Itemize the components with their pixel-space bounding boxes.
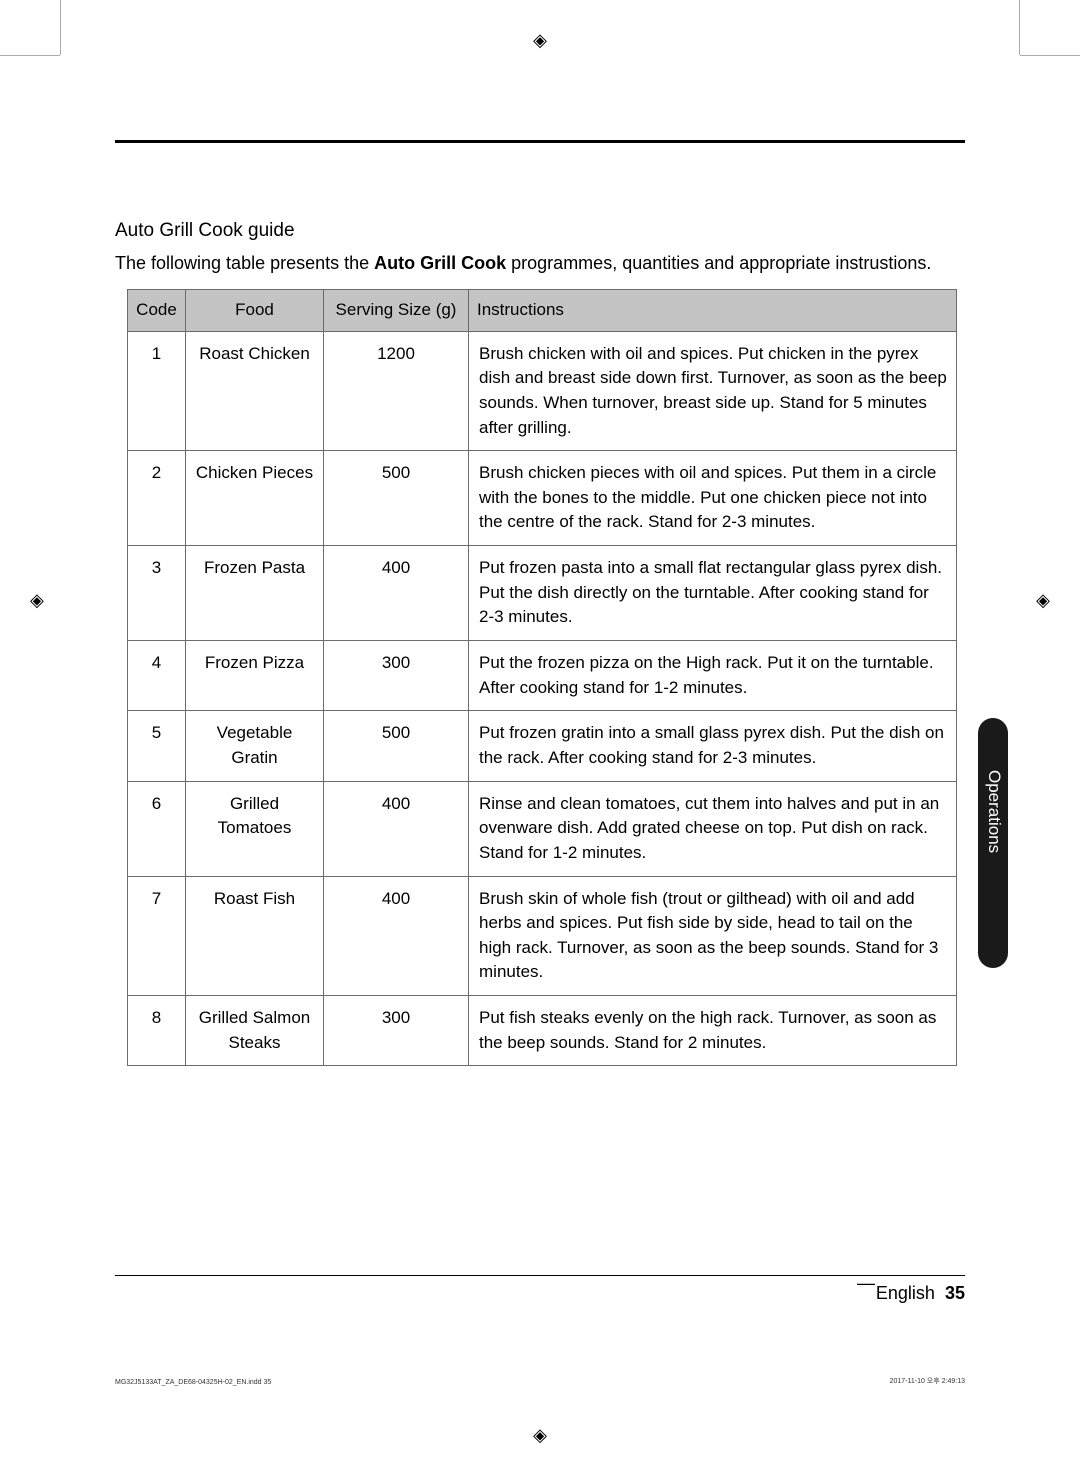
crop-mark-icon: ◈ [533, 30, 547, 51]
footer-dash: — [857, 1273, 875, 1294]
footer: English 35 [876, 1283, 965, 1304]
cell-instructions: Brush skin of whole fish (trout or gilth… [469, 876, 957, 996]
cell-food: Frozen Pizza [186, 641, 324, 711]
header-size: Serving Size (g) [324, 290, 469, 332]
table-row: 5 Vegetable Gratin 500 Put frozen gratin… [128, 711, 957, 781]
table-row: 3 Frozen Pasta 400 Put frozen pasta into… [128, 546, 957, 641]
footer-rule [115, 1275, 965, 1276]
cell-size: 300 [324, 996, 469, 1066]
cell-code: 5 [128, 711, 186, 781]
cell-size: 500 [324, 711, 469, 781]
cell-instructions: Put the frozen pizza on the High rack. P… [469, 641, 957, 711]
table-row: 4 Frozen Pizza 300 Put the frozen pizza … [128, 641, 957, 711]
cell-size: 400 [324, 876, 469, 996]
cell-food: Chicken Pieces [186, 451, 324, 546]
cell-code: 7 [128, 876, 186, 996]
table-row: 8 Grilled Salmon Steaks 300 Put fish ste… [128, 996, 957, 1066]
table-row: 2 Chicken Pieces 500 Brush chicken piece… [128, 451, 957, 546]
cell-food: Roast Chicken [186, 331, 324, 451]
cell-instructions: Brush chicken with oil and spices. Put c… [469, 331, 957, 451]
cell-code: 4 [128, 641, 186, 711]
cell-size: 400 [324, 781, 469, 876]
crop-mark-line [1019, 0, 1020, 55]
crop-mark-line [60, 0, 61, 55]
cell-food: Roast Fish [186, 876, 324, 996]
cell-food: Frozen Pasta [186, 546, 324, 641]
cook-guide-table: Code Food Serving Size (g) Instructions … [127, 289, 957, 1066]
print-info-filename: MG32J5133AT_ZA_DE68-04325H-02_EN.indd 35 [115, 1379, 271, 1386]
cell-size: 500 [324, 451, 469, 546]
crop-mark-icon: ◈ [533, 1425, 547, 1446]
table-row: 6 Grilled Tomatoes 400 Rinse and clean t… [128, 781, 957, 876]
section-title: Auto Grill Cook guide [115, 220, 965, 242]
cell-code: 3 [128, 546, 186, 641]
cell-instructions: Put fish steaks evenly on the high rack.… [469, 996, 957, 1066]
cell-instructions: Brush chicken pieces with oil and spices… [469, 451, 957, 546]
intro-text-pre: The following table presents the [115, 253, 374, 273]
cell-code: 8 [128, 996, 186, 1066]
table-row: 1 Roast Chicken 1200 Brush chicken with … [128, 331, 957, 451]
crop-mark-line [1020, 55, 1080, 56]
cell-food: Grilled Salmon Steaks [186, 996, 324, 1066]
side-tab-label: Operations [984, 770, 1004, 853]
table-header-row: Code Food Serving Size (g) Instructions [128, 290, 957, 332]
header-instructions: Instructions [469, 290, 957, 332]
intro-paragraph: The following table presents the Auto Gr… [115, 250, 965, 277]
intro-text-bold: Auto Grill Cook [374, 253, 506, 273]
cell-instructions: Put frozen pasta into a small flat recta… [469, 546, 957, 641]
cell-size: 300 [324, 641, 469, 711]
cell-code: 2 [128, 451, 186, 546]
header-code: Code [128, 290, 186, 332]
crop-mark-icon: ◈ [30, 590, 44, 611]
crop-mark-icon: ◈ [1036, 590, 1050, 611]
horizontal-rule [115, 140, 965, 143]
cell-instructions: Rinse and clean tomatoes, cut them into … [469, 781, 957, 876]
crop-mark-line [0, 55, 60, 56]
cell-code: 1 [128, 331, 186, 451]
cell-food: Vegetable Gratin [186, 711, 324, 781]
cell-size: 400 [324, 546, 469, 641]
cell-instructions: Put frozen gratin into a small glass pyr… [469, 711, 957, 781]
table-row: 7 Roast Fish 400 Brush skin of whole fis… [128, 876, 957, 996]
page-content: Auto Grill Cook guide The following tabl… [115, 150, 965, 1066]
footer-page-number: 35 [945, 1283, 965, 1303]
cell-size: 1200 [324, 331, 469, 451]
cell-code: 6 [128, 781, 186, 876]
print-info-timestamp: 2017-11-10 오후 2:49:13 [890, 1376, 965, 1386]
cell-food: Grilled Tomatoes [186, 781, 324, 876]
header-food: Food [186, 290, 324, 332]
footer-language: English [876, 1283, 935, 1303]
intro-text-post: programmes, quantities and appropriate i… [506, 253, 931, 273]
